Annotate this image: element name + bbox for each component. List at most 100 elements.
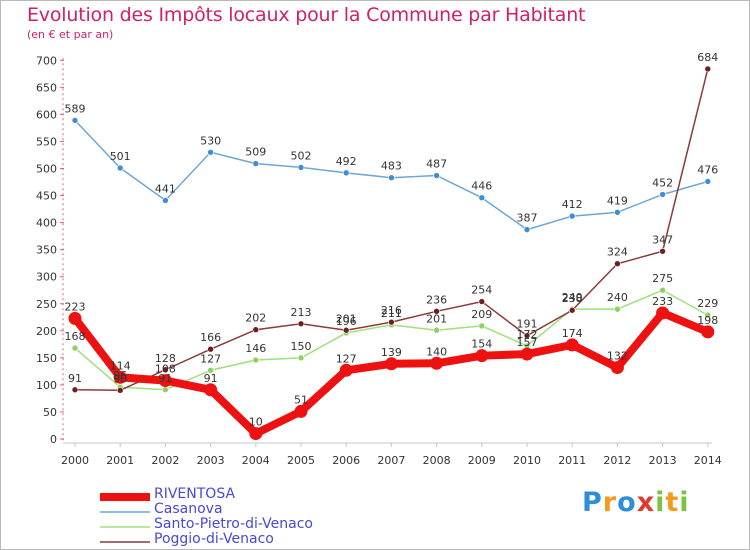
y-tick-label: 100 (36, 379, 57, 392)
data-point-casanova (297, 164, 305, 171)
data-label-riventosa: 132 (607, 350, 628, 363)
data-label-casanova: 441 (155, 182, 176, 195)
data-label-poggio-di-venaco: 238 (562, 292, 583, 305)
data-point-santo-pietro-di-venaco (297, 354, 305, 362)
data-point-santo-pietro-di-venaco (71, 344, 79, 352)
x-tick-label: 2000 (61, 454, 89, 467)
y-tick-label: 250 (36, 298, 57, 311)
data-point-riventosa (656, 306, 670, 320)
data-point-casanova (433, 172, 440, 179)
y-tick-label: 700 (36, 54, 57, 67)
data-point-casanova (659, 191, 666, 198)
data-label-poggio-di-venaco: 213 (291, 306, 312, 319)
data-point-poggio-di-venaco (162, 366, 169, 374)
data-label-casanova: 419 (607, 194, 628, 207)
data-label-casanova: 476 (697, 163, 718, 176)
data-label-riventosa: 174 (562, 327, 583, 340)
data-label-casanova: 487 (426, 158, 447, 171)
logo-letter: P (582, 487, 603, 518)
x-tick-label: 2009 (468, 454, 496, 467)
x-tick-label: 2006 (332, 454, 360, 467)
data-label-santo-pietro-di-venaco: 201 (426, 312, 447, 325)
data-label-casanova: 446 (471, 180, 492, 193)
legend-label-casanova: Casanova (154, 501, 223, 517)
y-tick-label: 400 (36, 217, 57, 230)
y-tick-label: 350 (36, 244, 57, 257)
legend-label-riventosa: RIVENTOSA (154, 486, 236, 502)
data-label-poggio-di-venaco: 216 (381, 304, 402, 317)
data-point-poggio-di-venaco (297, 320, 305, 328)
x-tick-label: 2014 (694, 454, 722, 467)
series-layer (68, 65, 715, 441)
data-label-santo-pietro-di-venaco: 240 (607, 291, 628, 304)
data-point-poggio-di-venaco (71, 386, 79, 394)
logo-letter: i (655, 487, 666, 518)
data-label-casanova: 530 (200, 134, 221, 147)
data-label-poggio-di-venaco: 201 (336, 312, 357, 325)
data-label-santo-pietro-di-venaco: 196 (336, 315, 357, 328)
data-labels: 589 501 441 530 509 502 492 483 487 446 387 412 419 4… (65, 51, 719, 429)
legend-swatch-riventosa (100, 493, 150, 501)
data-point-casanova (342, 169, 350, 177)
data-label-santo-pietro-di-venaco: 168 (65, 330, 86, 343)
data-label-santo-pietro-di-venaco: 240 (562, 291, 583, 304)
x-tick-label: 2001 (106, 454, 134, 467)
logo-letter: t (665, 487, 680, 518)
y-tick-label: 450 (36, 190, 57, 203)
data-label-poggio-di-venaco: 236 (426, 293, 447, 306)
data-point-casanova (614, 209, 621, 216)
data-label-poggio-di-venaco: 254 (471, 284, 492, 297)
data-label-riventosa: 51 (294, 393, 308, 406)
y-tick-label: 500 (36, 163, 57, 176)
data-point-casanova (71, 117, 79, 124)
data-label-riventosa: 139 (381, 346, 402, 359)
data-point-santo-pietro-di-venaco (252, 356, 260, 364)
x-tick-label: 2002 (151, 454, 179, 467)
data-label-santo-pietro-di-venaco: 172 (517, 328, 538, 341)
data-point-poggio-di-venaco (388, 318, 395, 326)
x-tick-label: 2003 (197, 454, 225, 467)
y-tick-label: 550 (36, 135, 57, 148)
x-tick-label: 2011 (558, 454, 586, 467)
x-tick-label: 2008 (423, 454, 451, 467)
legend-item-riventosa: RIVENTOSA (100, 486, 360, 502)
data-point-casanova (523, 226, 531, 233)
data-point-riventosa (113, 370, 127, 384)
legend-item-casanova: Casanova (100, 501, 360, 517)
data-point-casanova (207, 148, 214, 156)
data-label-casanova: 492 (336, 155, 357, 168)
data-point-riventosa (204, 383, 218, 397)
data-label-santo-pietro-di-venaco: 91 (158, 372, 172, 385)
data-point-riventosa (294, 404, 308, 418)
legend-item-santo-pietro: Santo-Pietro-di-Venaco (100, 516, 360, 532)
y-tick-label: 600 (36, 108, 57, 121)
data-label-riventosa: 157 (517, 336, 538, 349)
data-label-poggio-di-venaco: 91 (68, 372, 82, 385)
data-point-riventosa (430, 356, 444, 370)
data-point-santo-pietro-di-venaco (659, 286, 666, 294)
data-label-casanova: 501 (110, 150, 131, 163)
y-tick-label: 650 (36, 81, 57, 94)
data-point-riventosa (475, 349, 489, 363)
data-point-casanova (252, 160, 260, 167)
data-point-santo-pietro-di-venaco (207, 366, 214, 374)
data-label-riventosa: 140 (426, 345, 447, 358)
data-label-santo-pietro-di-venaco: 150 (291, 340, 312, 353)
data-label-casanova: 509 (245, 146, 266, 159)
x-tick-label: 2012 (603, 454, 631, 467)
data-point-poggio-di-venaco (523, 332, 531, 339)
legend-label-poggio: Poggio-di-Venaco (154, 531, 274, 547)
y-tick-label: 0 (50, 433, 57, 446)
data-label-riventosa: 223 (65, 300, 86, 313)
data-point-poggio-di-venaco (704, 65, 712, 73)
x-tick-label: 2010 (513, 454, 541, 467)
data-label-santo-pietro-di-venaco: 146 (245, 342, 266, 355)
logo-letter: r (602, 487, 618, 518)
data-label-santo-pietro-di-venaco: 209 (471, 308, 492, 321)
chart-subtitle: (en € et par an) (27, 28, 114, 41)
data-point-poggio-di-venaco (659, 247, 666, 255)
data-point-riventosa (565, 338, 579, 352)
logo-letter: x (636, 487, 656, 518)
